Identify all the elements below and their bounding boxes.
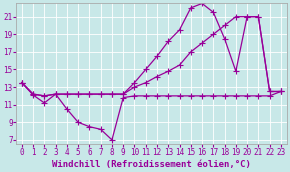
X-axis label: Windchill (Refroidissement éolien,°C): Windchill (Refroidissement éolien,°C) — [52, 159, 251, 169]
